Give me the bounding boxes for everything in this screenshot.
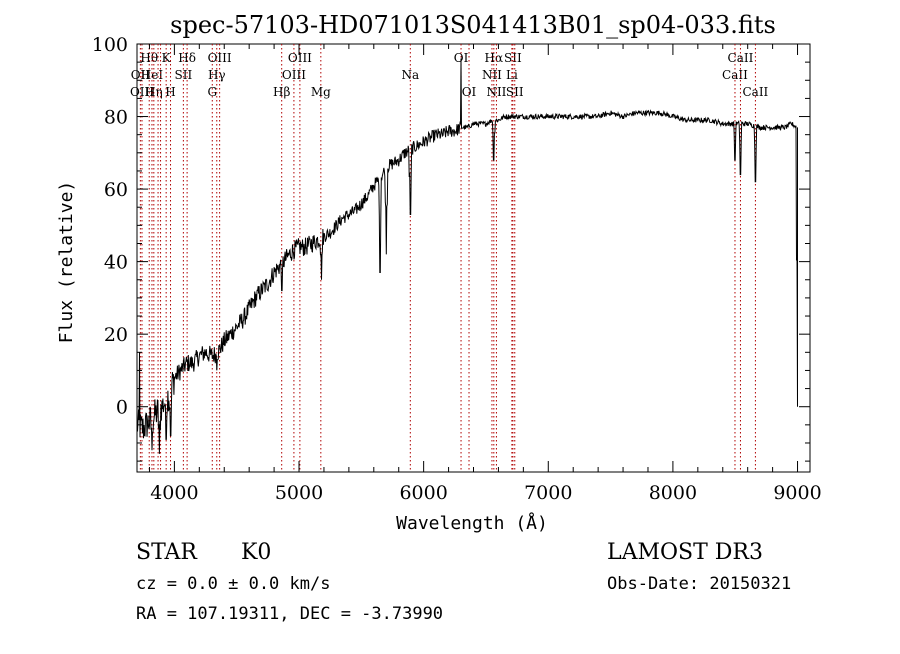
x-tick-label: 8000 xyxy=(649,482,697,504)
survey-name: LAMOST DR3 xyxy=(607,540,763,565)
line-marker-label: Li xyxy=(506,68,518,82)
spectrum-line xyxy=(136,58,798,454)
coordinates-readout: RA = 107.19311, DEC = -3.73990 xyxy=(136,604,443,624)
line-marker-label: OI xyxy=(454,51,469,65)
x-tick-label: 7000 xyxy=(524,482,572,504)
y-tick-label: 40 xyxy=(104,252,128,274)
line-marker-label: Hδ xyxy=(178,51,196,65)
line-marker-label: OII xyxy=(131,68,151,82)
x-tick-label: 9000 xyxy=(773,482,821,504)
line-marker-label: Hα xyxy=(485,51,504,65)
line-marker-label: CaII xyxy=(728,51,754,65)
spectral-subclass: K0 xyxy=(241,540,271,565)
line-marker-label: OIII xyxy=(208,51,232,65)
axis-tick-labels: 4000 5000 6000 7000 8000 9000 0 20 40 60 80 100 xyxy=(92,34,822,504)
chart-title: spec-57103-HD071013S041413B01_sp04-033.f… xyxy=(170,11,776,39)
line-marker-label: OI xyxy=(462,85,477,99)
line-marker-label: NII xyxy=(482,68,502,82)
plot-frame xyxy=(136,43,811,473)
line-marker-label: Hβ xyxy=(273,85,290,99)
line-marker-label: SII xyxy=(504,51,522,65)
x-tick-label: 6000 xyxy=(399,482,447,504)
line-marker-label: OIII xyxy=(288,51,312,65)
line-marker-label: NII xyxy=(486,85,506,99)
line-marker-label: Mg xyxy=(311,85,331,99)
y-tick-label: 0 xyxy=(116,397,128,419)
redshift-readout: cz = 0.0 ± 0.0 km/s xyxy=(136,574,330,594)
y-tick-label: 20 xyxy=(104,324,128,346)
y-tick-label: 80 xyxy=(104,107,128,129)
line-marker-label: SII xyxy=(175,68,193,82)
line-marker-label: Na xyxy=(401,68,419,82)
line-marker-label: G xyxy=(207,85,217,99)
x-axis-label: Wavelength (Å) xyxy=(396,512,548,534)
line-marker-label: K xyxy=(162,51,172,65)
line-marker-label: OIII xyxy=(130,85,154,99)
info-panel: STAR K0 LAMOST DR3 cz = 0.0 ± 0.0 km/s O… xyxy=(136,540,791,624)
object-class: STAR xyxy=(136,540,198,565)
line-marker-label: H xyxy=(165,85,175,99)
y-axis-label: Flux (relative) xyxy=(56,181,77,344)
line-marker-label: CaII xyxy=(722,68,748,82)
x-tick-label: 4000 xyxy=(150,482,198,504)
line-markers: OIIOIIIHθHeIHηKHSIIHδGHγOIIIHβOIIIOIIIMg… xyxy=(130,44,769,472)
y-tick-label: 60 xyxy=(104,179,128,201)
observation-date: Obs-Date: 20150321 xyxy=(607,574,791,594)
line-marker-label: SII xyxy=(506,85,524,99)
line-marker-label: Hη xyxy=(145,85,163,99)
axis-ticks xyxy=(137,43,810,472)
line-marker-label: CaII xyxy=(742,85,768,99)
line-marker-label: Hθ xyxy=(140,51,158,65)
line-marker-label: OIII xyxy=(282,68,306,82)
line-marker-label: HeI xyxy=(141,68,164,82)
y-tick-label: 100 xyxy=(92,34,128,56)
line-marker-label: Hγ xyxy=(208,68,226,82)
x-tick-label: 5000 xyxy=(275,482,323,504)
